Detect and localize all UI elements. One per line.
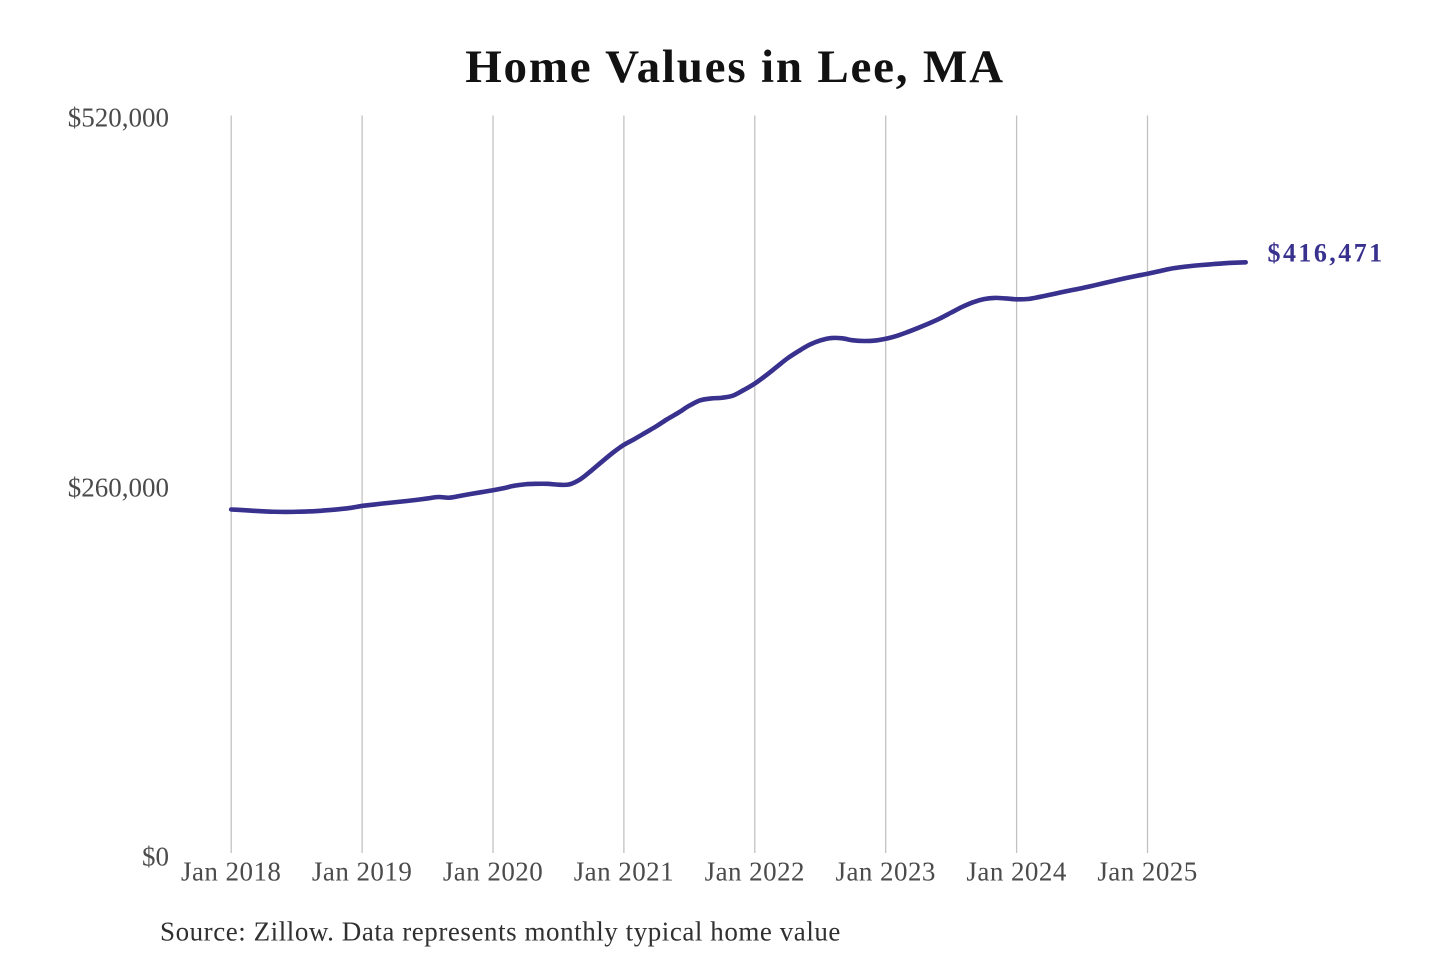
svg-text:Jan 2018: Jan 2018 [181,857,281,887]
svg-text:Home Values in Lee, MA: Home Values in Lee, MA [465,41,1005,93]
svg-text:$416,471: $416,471 [1268,239,1385,268]
svg-text:Source: Zillow. Data represent: Source: Zillow. Data represents monthly … [160,917,841,947]
svg-text:Jan 2024: Jan 2024 [966,857,1066,887]
svg-text:$520,000: $520,000 [68,103,169,133]
svg-text:Jan 2020: Jan 2020 [443,857,543,887]
svg-text:$260,000: $260,000 [68,472,169,502]
svg-text:Jan 2023: Jan 2023 [836,857,936,887]
svg-text:Jan 2025: Jan 2025 [1097,857,1197,887]
svg-text:$0: $0 [142,842,169,872]
svg-text:Jan 2021: Jan 2021 [574,857,674,887]
svg-text:Jan 2022: Jan 2022 [705,857,805,887]
svg-text:Jan 2019: Jan 2019 [312,857,412,887]
